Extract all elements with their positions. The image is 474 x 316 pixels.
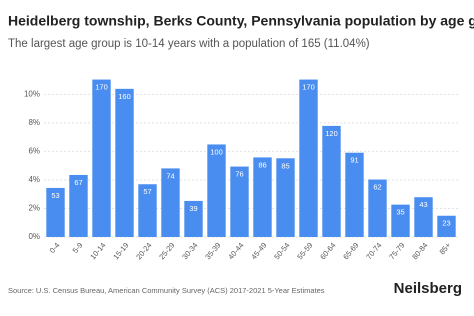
bar — [253, 157, 272, 237]
bar — [230, 166, 249, 237]
bar — [391, 204, 410, 237]
bar — [368, 179, 387, 237]
x-tick-label: 75-79 — [387, 241, 406, 261]
brand: Neilsberg — [394, 280, 462, 297]
data-label: 43 — [419, 200, 427, 209]
data-label: 160 — [118, 92, 131, 101]
data-label: 120 — [325, 129, 338, 138]
chart-subtitle: The largest age group is 10-14 years wit… — [8, 38, 370, 50]
x-tick-label: 65-69 — [341, 241, 360, 261]
bar — [322, 125, 341, 237]
y-tick-label: 10% — [24, 90, 40, 99]
data-label: 53 — [51, 191, 59, 200]
x-tick-label: 15-19 — [111, 241, 130, 261]
x-tick-label: 30-34 — [180, 241, 199, 261]
bar — [207, 144, 226, 237]
x-tick-label: 40-44 — [226, 241, 245, 261]
x-tick-label: 0-4 — [48, 241, 62, 255]
bar — [115, 88, 134, 238]
bar — [138, 184, 157, 237]
bar — [161, 168, 180, 237]
x-tick-label: 70-74 — [364, 241, 383, 261]
bar — [414, 197, 433, 237]
data-label: 91 — [350, 156, 358, 165]
x-tick-label: 10-14 — [88, 241, 107, 261]
data-label: 57 — [143, 187, 151, 196]
bar — [345, 152, 364, 237]
data-label: 86 — [258, 160, 266, 169]
bar — [46, 187, 65, 237]
bar — [184, 200, 203, 237]
y-tick-label: 8% — [28, 118, 40, 127]
source: Source: U.S. Census Bureau, American Com… — [8, 286, 325, 295]
data-label: 170 — [95, 83, 108, 92]
data-label: 35 — [396, 208, 404, 217]
data-label: 39 — [189, 204, 197, 213]
y-tick-label: 0% — [28, 232, 40, 241]
bar — [437, 215, 456, 237]
y-tick-label: 6% — [28, 147, 40, 156]
data-label: 100 — [210, 147, 223, 156]
data-label: 85 — [281, 161, 289, 170]
data-label: 170 — [302, 83, 315, 92]
x-tick-label: 85+ — [437, 240, 452, 256]
data-label: 74 — [166, 171, 174, 180]
data-label: 67 — [74, 178, 82, 187]
x-tick-label: 25-29 — [157, 241, 176, 261]
x-tick-label: 20-24 — [134, 241, 153, 261]
x-tick-label: 80-84 — [410, 241, 429, 261]
bar — [69, 174, 88, 237]
x-tick-label: 55-59 — [295, 241, 314, 261]
bar — [92, 79, 111, 237]
data-label: 23 — [442, 219, 450, 228]
x-tick-label: 45-49 — [249, 241, 268, 261]
x-tick-label: 50-54 — [272, 241, 291, 261]
bar — [276, 158, 295, 237]
x-tick-label: 60-64 — [318, 241, 337, 261]
data-label: 62 — [373, 183, 381, 192]
bar — [299, 79, 318, 237]
y-tick-label: 2% — [28, 204, 40, 213]
x-tick-label: 5-9 — [71, 241, 85, 255]
data-label: 76 — [235, 170, 243, 179]
chart-title: Heidelberg township, Berks County, Penns… — [8, 13, 474, 29]
y-tick-label: 4% — [28, 175, 40, 184]
x-tick-label: 35-39 — [203, 241, 222, 261]
